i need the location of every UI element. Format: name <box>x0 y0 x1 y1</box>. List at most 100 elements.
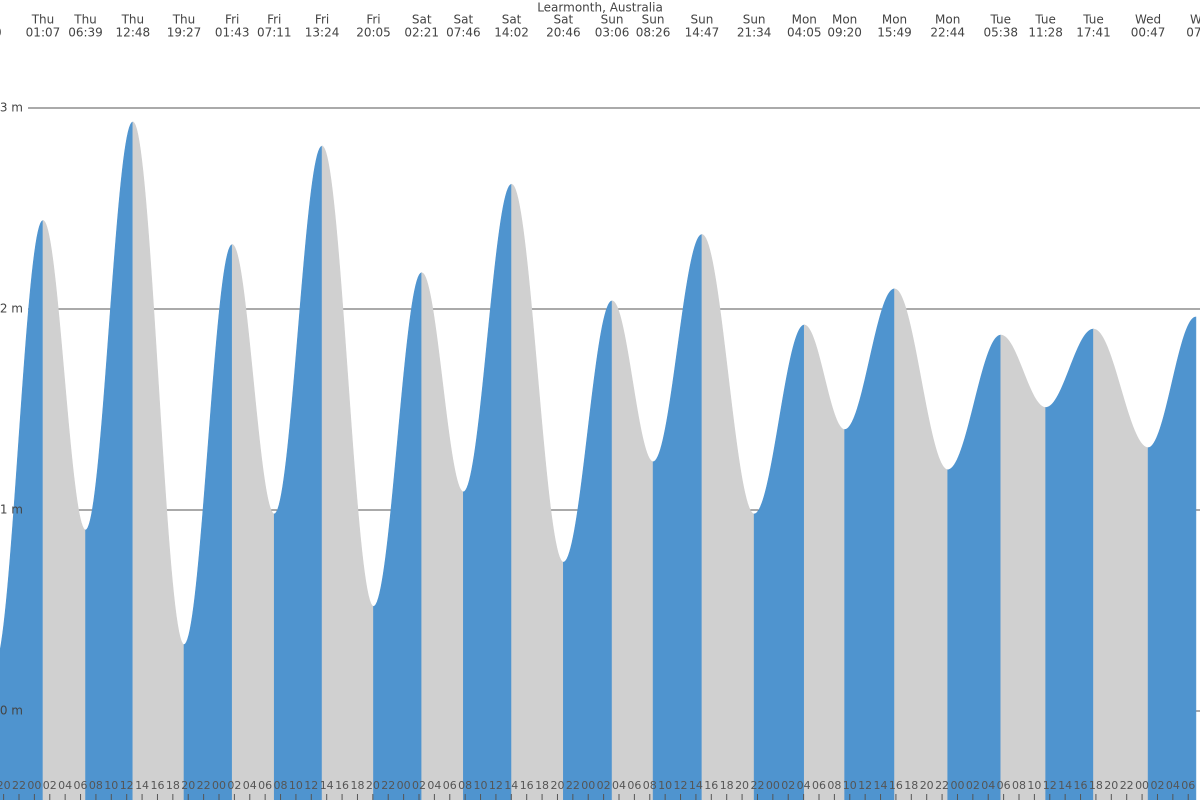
falling-segment <box>321 145 374 800</box>
extreme-time: 01:43 <box>215 26 250 40</box>
labels: 0 m1 m2 m3 md50Thu01:07Thu06:39Thu12:48T… <box>0 13 1200 800</box>
x-tick-label: 02 <box>43 779 57 792</box>
extreme-time: 00:47 <box>1131 26 1166 40</box>
tide-areas <box>0 121 1197 800</box>
extreme-day: Thu <box>31 13 55 27</box>
extreme-day: Mon <box>882 13 907 27</box>
x-tick-label: 02 <box>781 779 795 792</box>
x-tick-label: 04 <box>58 779 72 792</box>
extreme-day: Sat <box>412 13 432 27</box>
extreme-day: Thu <box>172 13 196 27</box>
x-tick-label: 10 <box>289 779 303 792</box>
rising-segment <box>652 234 703 800</box>
extreme-day: Fri <box>225 13 239 27</box>
rising-segment <box>183 244 233 800</box>
x-tick-label: 16 <box>335 779 349 792</box>
extreme-day: Fri <box>315 13 329 27</box>
x-tick-label: 06 <box>258 779 272 792</box>
x-tick-label: 20 <box>735 779 749 792</box>
x-tick-label: 16 <box>889 779 903 792</box>
x-tick-label: 06 <box>997 779 1011 792</box>
extreme-time: 15:49 <box>877 26 912 40</box>
x-tick-label: 04 <box>427 779 441 792</box>
extreme-day: Mon <box>792 13 817 27</box>
chart-title: Learmonth, Australia <box>537 1 663 15</box>
x-tick-label: 00 <box>581 779 595 792</box>
falling-segment <box>803 324 845 800</box>
y-tick-label: 2 m <box>0 301 23 315</box>
x-tick-label: 20 <box>920 779 934 792</box>
x-tick-label: 22 <box>1120 779 1134 792</box>
x-tick-label: 20 <box>366 779 380 792</box>
falling-segment <box>421 272 464 800</box>
falling-segment <box>1093 328 1149 800</box>
rising-segment <box>753 324 805 800</box>
extreme-time: 07:11 <box>257 26 292 40</box>
extreme-day: Thu <box>73 13 97 27</box>
extreme-day: Sat <box>554 13 574 27</box>
extreme-time: 20:05 <box>356 26 391 40</box>
extreme-time: 02:21 <box>404 26 439 40</box>
x-tick-label: 12 <box>304 779 318 792</box>
x-tick-label: 22 <box>935 779 949 792</box>
falling-segment <box>611 300 654 800</box>
extreme-day: Thu <box>121 13 145 27</box>
x-tick-label: 06 <box>627 779 641 792</box>
x-tick-label: 12 <box>674 779 688 792</box>
extreme-day: Mon <box>832 13 857 27</box>
x-tick-label: 18 <box>350 779 364 792</box>
extreme-day: Sat <box>502 13 522 27</box>
x-tick-label: 12 <box>1043 779 1057 792</box>
falling-segment <box>1000 334 1046 800</box>
extreme-time: 17:41 <box>1076 26 1111 40</box>
rising-segment <box>373 272 422 800</box>
x-tick-label: 06 <box>812 779 826 792</box>
x-tick-label: 02 <box>1150 779 1164 792</box>
rising-segment <box>563 300 613 800</box>
y-tick-label: 1 m <box>0 502 23 516</box>
x-tick-label: 18 <box>720 779 734 792</box>
extreme-time: 04:05 <box>787 26 822 40</box>
x-tick-label: 04 <box>981 779 995 792</box>
x-tick-label: 04 <box>243 779 257 792</box>
extreme-time: 14:02 <box>494 26 529 40</box>
falling-segment <box>42 220 86 800</box>
x-tick-label: 10 <box>104 779 118 792</box>
x-tick-label: 22 <box>381 779 395 792</box>
x-tick-label: 08 <box>89 779 103 792</box>
falling-segment <box>511 183 564 800</box>
extreme-time: 09:20 <box>827 26 862 40</box>
x-tick-label: 00 <box>397 779 411 792</box>
x-tick-label: 14 <box>1058 779 1072 792</box>
x-tick-label: 06 <box>1181 779 1195 792</box>
extreme-day: Tue <box>990 13 1012 27</box>
x-tick-label: 12 <box>489 779 503 792</box>
falling-segment <box>701 234 755 800</box>
x-tick-label: 06 <box>443 779 457 792</box>
extreme-day: Fri <box>267 13 281 27</box>
x-tick-label: 04 <box>612 779 626 792</box>
falling-segment <box>132 121 185 800</box>
extreme-time: 08:26 <box>636 26 671 40</box>
x-tick-label: 08 <box>458 779 472 792</box>
x-tick-label: 08 <box>827 779 841 792</box>
extreme-time: 21:34 <box>737 26 772 40</box>
extreme-time: 12:48 <box>116 26 151 40</box>
extreme-day: Sun <box>601 13 624 27</box>
rising-segment <box>0 219 44 800</box>
x-tick-label: 00 <box>27 779 41 792</box>
extreme-day: Fri <box>366 13 380 27</box>
y-tick-label: 0 m <box>0 703 23 717</box>
extreme-day: Wed <box>1135 13 1161 27</box>
rising-segment <box>273 145 323 800</box>
x-tick-label: 16 <box>150 779 164 792</box>
x-tick-label: 14 <box>689 779 703 792</box>
x-tick-label: 18 <box>535 779 549 792</box>
x-tick-label: 00 <box>766 779 780 792</box>
extreme-time: 13:24 <box>305 26 340 40</box>
falling-segment <box>894 288 949 800</box>
x-tick-label: 04 <box>797 779 811 792</box>
extreme-day: W <box>1190 13 1200 27</box>
